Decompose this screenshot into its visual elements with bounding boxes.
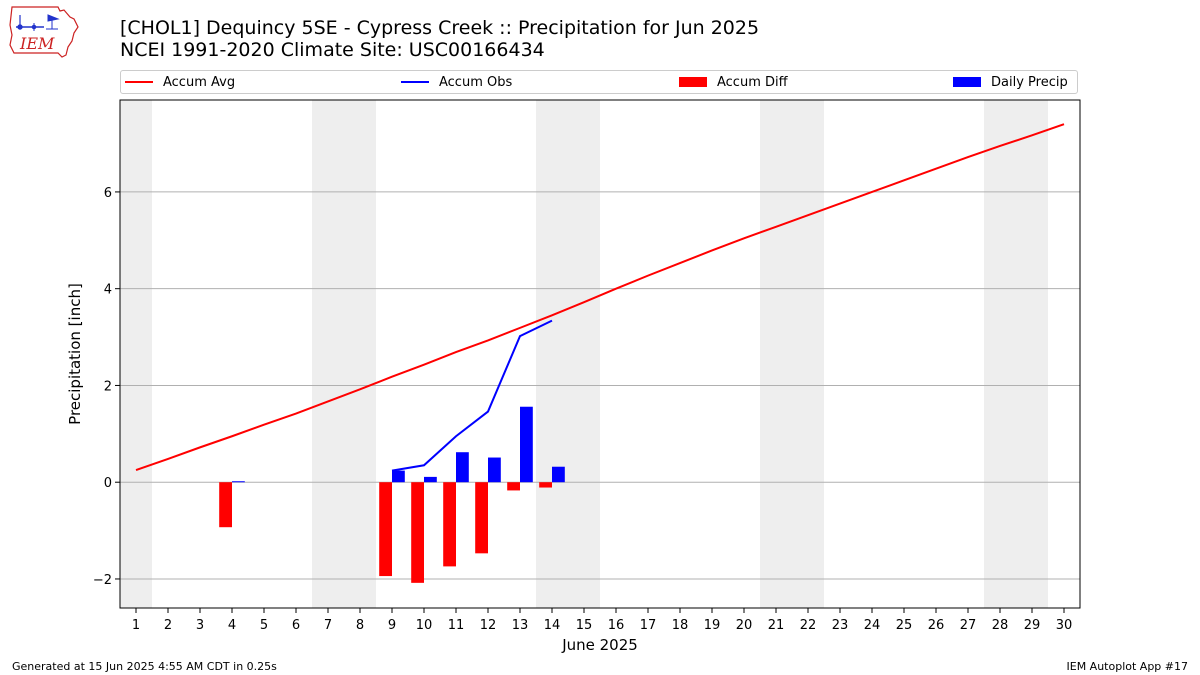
accum-avg-line bbox=[135, 123, 1065, 472]
x-tick-label: 30 bbox=[1056, 618, 1073, 633]
footer-app: IEM Autoplot App #17 bbox=[1066, 660, 1189, 673]
x-tick-label: 25 bbox=[896, 618, 913, 633]
x-tick-label: 22 bbox=[800, 618, 817, 633]
x-tick-label: 20 bbox=[736, 618, 753, 633]
x-tick-label: 10 bbox=[416, 618, 433, 633]
daily-precip-bar bbox=[488, 457, 501, 483]
legend-label-accum-avg: Accum Avg bbox=[163, 74, 236, 90]
daily-precip-bar bbox=[232, 481, 245, 483]
chart-title: [CHOL1] Dequincy 5SE - Cypress Creek :: … bbox=[120, 17, 760, 39]
weekend-shade bbox=[312, 100, 376, 608]
x-tick-label: 2 bbox=[164, 618, 172, 633]
legend-entry-accum-obs: Accum Obs bbox=[401, 71, 512, 93]
y-tick-label: 6 bbox=[104, 186, 112, 201]
x-tick-label: 4 bbox=[228, 618, 236, 633]
x-tick-label: 21 bbox=[768, 618, 785, 633]
weekend-shade bbox=[536, 100, 600, 608]
legend-swatch-accum-avg bbox=[125, 81, 153, 83]
legend-swatch-accum-diff bbox=[679, 77, 707, 87]
accum-diff-bar bbox=[219, 482, 232, 528]
x-tick-label: 11 bbox=[448, 618, 465, 633]
footer-generated: Generated at 15 Jun 2025 4:55 AM CDT in … bbox=[12, 660, 277, 673]
x-tick-label: 16 bbox=[608, 618, 625, 633]
accum-diff-bar bbox=[379, 482, 392, 577]
x-tick-label: 6 bbox=[292, 618, 300, 633]
x-tick-label: 19 bbox=[704, 618, 721, 633]
x-tick-label: 29 bbox=[1024, 618, 1041, 633]
x-tick-label: 3 bbox=[196, 618, 204, 633]
legend-swatch-daily-precip bbox=[953, 77, 981, 87]
y-tick-label: 0 bbox=[104, 476, 112, 491]
accum-diff-bar bbox=[443, 482, 456, 567]
accum-obs-line bbox=[391, 319, 553, 472]
chart-legend: Accum Avg Accum Obs Accum Diff Daily Pre… bbox=[120, 70, 1078, 94]
x-axis-label: June 2025 bbox=[561, 636, 638, 654]
x-tick-label: 14 bbox=[544, 618, 561, 633]
daily-precip-bar bbox=[552, 466, 565, 483]
y-tick-label: −2 bbox=[93, 573, 112, 588]
x-tick-label: 8 bbox=[356, 618, 364, 633]
accum-diff-bar bbox=[507, 482, 520, 491]
daily-precip-bar bbox=[456, 452, 469, 483]
y-tick-label: 2 bbox=[104, 379, 112, 394]
iem-logo: IEM bbox=[9, 6, 79, 58]
x-tick-label: 27 bbox=[960, 618, 977, 633]
x-tick-label: 23 bbox=[832, 618, 849, 633]
weekend-shade bbox=[120, 100, 152, 608]
x-tick-label: 9 bbox=[388, 618, 396, 633]
x-tick-label: 26 bbox=[928, 618, 945, 633]
legend-label-accum-obs: Accum Obs bbox=[439, 74, 513, 90]
x-tick-label: 5 bbox=[260, 618, 268, 633]
daily-precip-bar bbox=[424, 476, 437, 483]
logo-text: IEM bbox=[19, 34, 55, 53]
x-tick-label: 13 bbox=[512, 618, 529, 633]
y-tick-label: 4 bbox=[104, 283, 112, 298]
x-tick-label: 24 bbox=[864, 618, 881, 633]
daily-precip-bar bbox=[392, 470, 405, 483]
x-tick-label: 7 bbox=[324, 618, 332, 633]
x-tick-label: 12 bbox=[480, 618, 497, 633]
x-tick-label: 18 bbox=[672, 618, 689, 633]
chart-subtitle: NCEI 1991-2020 Climate Site: USC00166434 bbox=[120, 39, 545, 61]
plot-frame bbox=[119, 99, 1081, 609]
legend-entry-accum-avg: Accum Avg bbox=[125, 71, 235, 93]
legend-label-accum-diff: Accum Diff bbox=[717, 74, 788, 90]
legend-label-daily-precip: Daily Precip bbox=[991, 74, 1068, 90]
accum-diff-bar bbox=[539, 482, 552, 488]
weekend-shade bbox=[984, 100, 1048, 608]
legend-swatch-accum-obs bbox=[401, 81, 429, 83]
accum-diff-bar bbox=[411, 482, 424, 583]
legend-entry-daily-precip: Daily Precip bbox=[953, 71, 1068, 93]
daily-precip-bar bbox=[520, 406, 533, 483]
x-tick-label: 17 bbox=[640, 618, 657, 633]
legend-entry-accum-diff: Accum Diff bbox=[679, 71, 788, 93]
x-tick-label: 28 bbox=[992, 618, 1009, 633]
y-axis-label: Precipitation [inch] bbox=[66, 283, 84, 425]
x-tick-label: 15 bbox=[576, 618, 593, 633]
weekend-shade bbox=[760, 100, 824, 608]
x-tick-label: 1 bbox=[132, 618, 140, 633]
accum-diff-bar bbox=[475, 482, 488, 554]
